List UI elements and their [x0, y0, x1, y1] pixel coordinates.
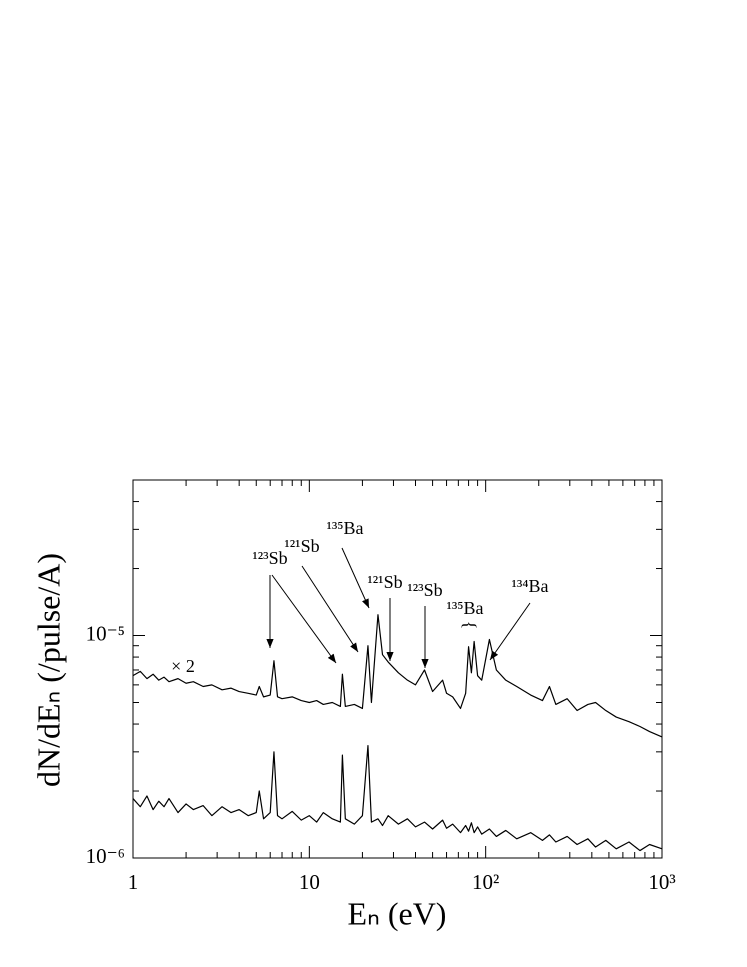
annotation: ¹³⁵Ba	[446, 598, 483, 618]
x-tick-label: 1	[128, 870, 139, 894]
annotation: ¹³⁴Ba	[511, 576, 548, 596]
x-tick-label: 10³	[648, 870, 675, 894]
annotation: × 2	[171, 656, 195, 676]
annotation: ¹²³Sb	[407, 580, 442, 600]
x-tick-label: 10²	[472, 870, 499, 894]
annotation-arrow	[271, 574, 337, 664]
annotation: }	[458, 621, 478, 630]
annotation-arrow	[489, 602, 531, 661]
x-tick-label: 10	[299, 870, 320, 894]
annotation: ¹²³Sb	[252, 548, 287, 568]
annotation: ¹³⁵Ba	[326, 518, 363, 538]
y-tick-label: 10⁻⁶	[86, 844, 125, 868]
spectrum-line	[132, 745, 663, 852]
plot-frame	[132, 479, 663, 859]
annotation-arrow	[301, 565, 359, 653]
spectrum-line	[132, 614, 663, 738]
annotation-arrow	[341, 547, 370, 609]
y-axis-label: dN/dEₙ (/pulse/A)	[30, 553, 66, 787]
annotation: ¹²¹Sb	[284, 536, 319, 556]
x-axis-label: Eₙ (eV)	[348, 895, 447, 931]
annotation: ¹²¹Sb	[367, 572, 402, 592]
y-tick-label: 10⁻⁵	[86, 621, 125, 645]
